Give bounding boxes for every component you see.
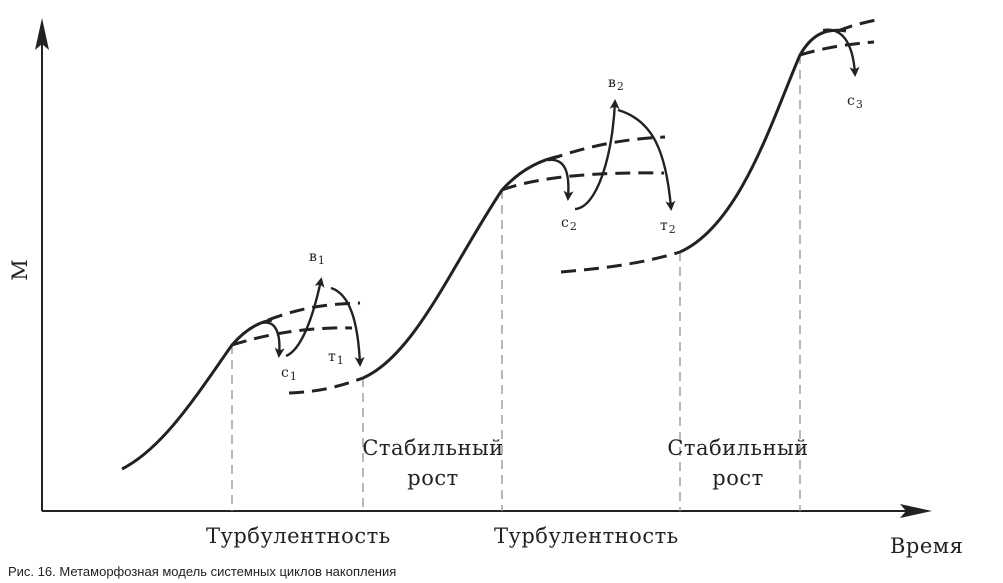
x-axis-arrow [900,504,932,518]
branch-return-1 [288,376,364,395]
branch-return-2 [560,250,681,274]
transition-arrows [261,28,860,367]
point-index-t2: 2 [668,223,676,236]
arrow-to-c1 [261,321,285,358]
branch-lower-2 [501,171,665,192]
point-label-c3: с3 [847,93,863,111]
stable-growth-label-1-line1: Стабильный [362,436,504,460]
stable-growth-label-2-line2: рост [712,466,764,490]
point-letter-c3: с [847,93,855,109]
point-letter-c1: с [281,365,289,381]
point-label-b1: в1 [309,249,325,267]
y-axis-label: М [8,259,32,281]
arrow-to-t2 [617,108,676,211]
arrow-to-c2 [547,158,574,201]
stable-growth-label-1-line2: рост [407,466,459,490]
curve-cycle-1 [121,318,273,471]
stable-growth-label-1: Стабильный рост [358,433,508,493]
stable-growth-label-2-line1: Стабильный [667,436,809,460]
figure-caption: Рис. 16. Метаморфозная модель системных … [8,564,397,579]
point-index-b2: 2 [616,80,624,93]
axes [35,18,932,518]
point-label-c2: с2 [561,215,577,233]
point-label-t1: т1 [328,349,344,367]
turbulence-label-2: Турбулентность [494,524,679,548]
arrow-to-c3 [822,28,860,77]
branch-lower-1 [231,326,353,347]
branch-upper-2 [547,135,666,162]
point-letter-b2: в [608,75,616,91]
branch-upper-3 [837,18,877,33]
point-letter-t2: т [660,218,668,234]
curve-cycle-2 [362,154,561,380]
y-axis-arrow [35,18,49,50]
point-index-c3: 3 [855,98,863,111]
point-label-c1: с1 [281,365,297,383]
arrow-to-t1 [330,286,365,367]
branch-upper-1 [267,301,361,322]
curve-cycle-3 [679,28,847,254]
point-label-t2: т2 [660,218,676,236]
arrow-to-b1 [285,277,325,358]
point-label-b2: в2 [608,75,624,93]
x-axis-label: Время [890,534,964,558]
guide-lines [231,55,801,511]
turbulence-label-1: Турбулентность [206,524,391,548]
point-index-b1: 1 [317,254,325,267]
point-letter-c2: с [561,215,569,231]
point-letter-t1: т [328,349,336,365]
arrow-to-b2 [574,99,620,211]
branch-lower-3 [799,40,875,57]
dashed-branches [231,18,877,395]
stable-growth-label-2: Стабильный рост [663,433,813,493]
point-letter-b1: в [309,249,317,265]
point-index-t1: 1 [336,354,344,367]
point-index-c1: 1 [289,370,297,383]
point-index-c2: 2 [569,220,577,233]
growth-curves [121,28,847,471]
